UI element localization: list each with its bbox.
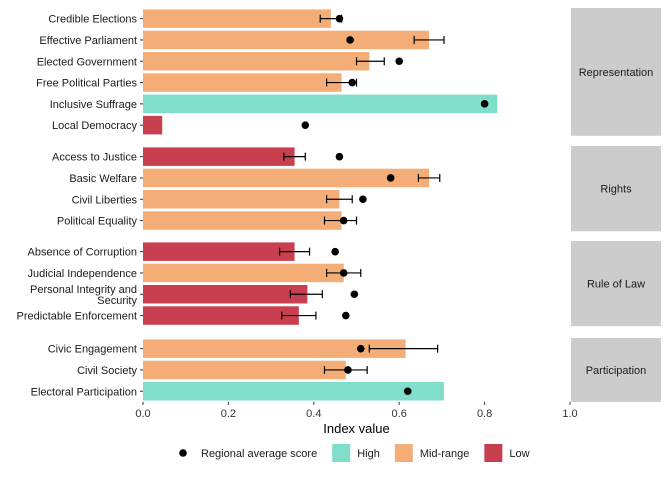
bar-civil-society <box>143 360 346 380</box>
strip-label-participation: Participation <box>586 365 647 377</box>
category-label-civil-liberties: Civil Liberties <box>72 194 138 206</box>
legend-key-regional-average-score <box>179 449 187 457</box>
bar-credible-elections <box>143 9 331 28</box>
legend-key-low <box>484 444 503 462</box>
bar-local-democracy <box>143 115 163 135</box>
category-label-local-democracy: Local Democracy <box>52 120 137 132</box>
category-label-electoral-participation: Electoral Participation <box>31 386 137 398</box>
strip-participation <box>571 338 661 402</box>
category-label-civil-society: Civil Society <box>77 365 137 377</box>
point-personal-integrity-and-security <box>350 290 359 299</box>
point-predictable-enforcement <box>342 311 350 320</box>
category-label-personal-integrity-and-security: Personal Integrity and Security <box>30 284 138 307</box>
point-civic-engagement <box>356 344 365 353</box>
panel-representation <box>143 8 570 136</box>
category-label-credible-elections: Credible Elections <box>48 14 137 26</box>
point-local-democracy <box>301 121 310 129</box>
point-civil-liberties <box>359 195 367 204</box>
legend-label-regional-average-score: Regional average score <box>201 448 317 460</box>
xtick-label-3: 0.6 <box>392 408 407 420</box>
point-access-to-justice <box>335 152 344 161</box>
bar-predictable-enforcement <box>143 306 299 325</box>
xtick-label-1: 0.2 <box>221 408 236 420</box>
strip-rule-of-law <box>571 241 661 327</box>
category-label-free-political-parties: Free Political Parties <box>36 78 137 90</box>
legend-key-mid-range <box>394 444 413 462</box>
bar-inclusive-suffrage <box>143 94 498 114</box>
category-label-inclusive-suffrage: Inclusive Suffrage <box>50 99 137 111</box>
point-credible-elections <box>335 14 344 23</box>
category-label-access-to-justice: Access to Justice <box>52 152 137 164</box>
legend-label-low: Low <box>509 448 529 460</box>
point-civil-society <box>344 366 352 374</box>
strip-representation <box>571 8 661 136</box>
point-absence-of-corruption <box>331 247 339 256</box>
bar-elected-government <box>143 52 370 71</box>
legend-label-mid-range: Mid-range <box>420 448 470 460</box>
bar-personal-integrity-and-security <box>143 285 308 304</box>
category-label-predictable-enforcement: Predictable Enforcement <box>17 311 137 323</box>
point-free-political-parties <box>348 78 357 87</box>
point-inclusive-suffrage <box>480 100 489 108</box>
bar-electoral-participation <box>143 382 445 401</box>
category-label-absence-of-corruption: Absence of Corruption <box>28 247 137 259</box>
category-label-judicial-independence: Judicial Independence <box>28 268 137 280</box>
strip-rights <box>571 146 661 232</box>
xtick-label-5: 1.0 <box>562 408 577 420</box>
strip-label-rule-of-law: Rule of Law <box>587 279 645 291</box>
xtick-label-2: 0.4 <box>306 408 321 420</box>
point-political-equality <box>339 216 348 225</box>
point-elected-government <box>395 57 404 66</box>
xtick-label-4: 0.8 <box>477 408 492 420</box>
category-label-civic-engagement: Civic Engagement <box>48 344 137 356</box>
legend-label-high: High <box>357 448 380 460</box>
x-axis-title: Index value <box>323 421 390 436</box>
point-electoral-participation <box>403 387 412 396</box>
bar-civil-liberties <box>143 190 340 209</box>
category-label-political-equality: Political Equality <box>57 216 138 228</box>
strip-label-representation: Representation <box>579 67 654 79</box>
category-label-effective-parliament: Effective Parliament <box>39 35 137 47</box>
category-label-elected-government: Elected Government <box>37 56 137 68</box>
strip-label-rights: Rights <box>600 184 632 196</box>
bar-free-political-parties <box>143 73 342 92</box>
bar-political-equality <box>143 211 342 230</box>
bar-absence-of-corruption <box>143 242 295 261</box>
point-effective-parliament <box>346 36 354 44</box>
bar-judicial-independence <box>143 263 344 283</box>
bar-civic-engagement <box>143 339 406 358</box>
bar-effective-parliament <box>143 30 430 50</box>
xtick-label-0: 0.0 <box>135 408 150 420</box>
bar-access-to-justice <box>143 147 295 166</box>
bar-basic-welfare <box>143 168 430 188</box>
legend-key-high <box>332 444 351 462</box>
category-label-basic-welfare: Basic Welfare <box>69 173 137 185</box>
point-basic-welfare <box>386 174 395 182</box>
point-judicial-independence <box>339 269 348 277</box>
